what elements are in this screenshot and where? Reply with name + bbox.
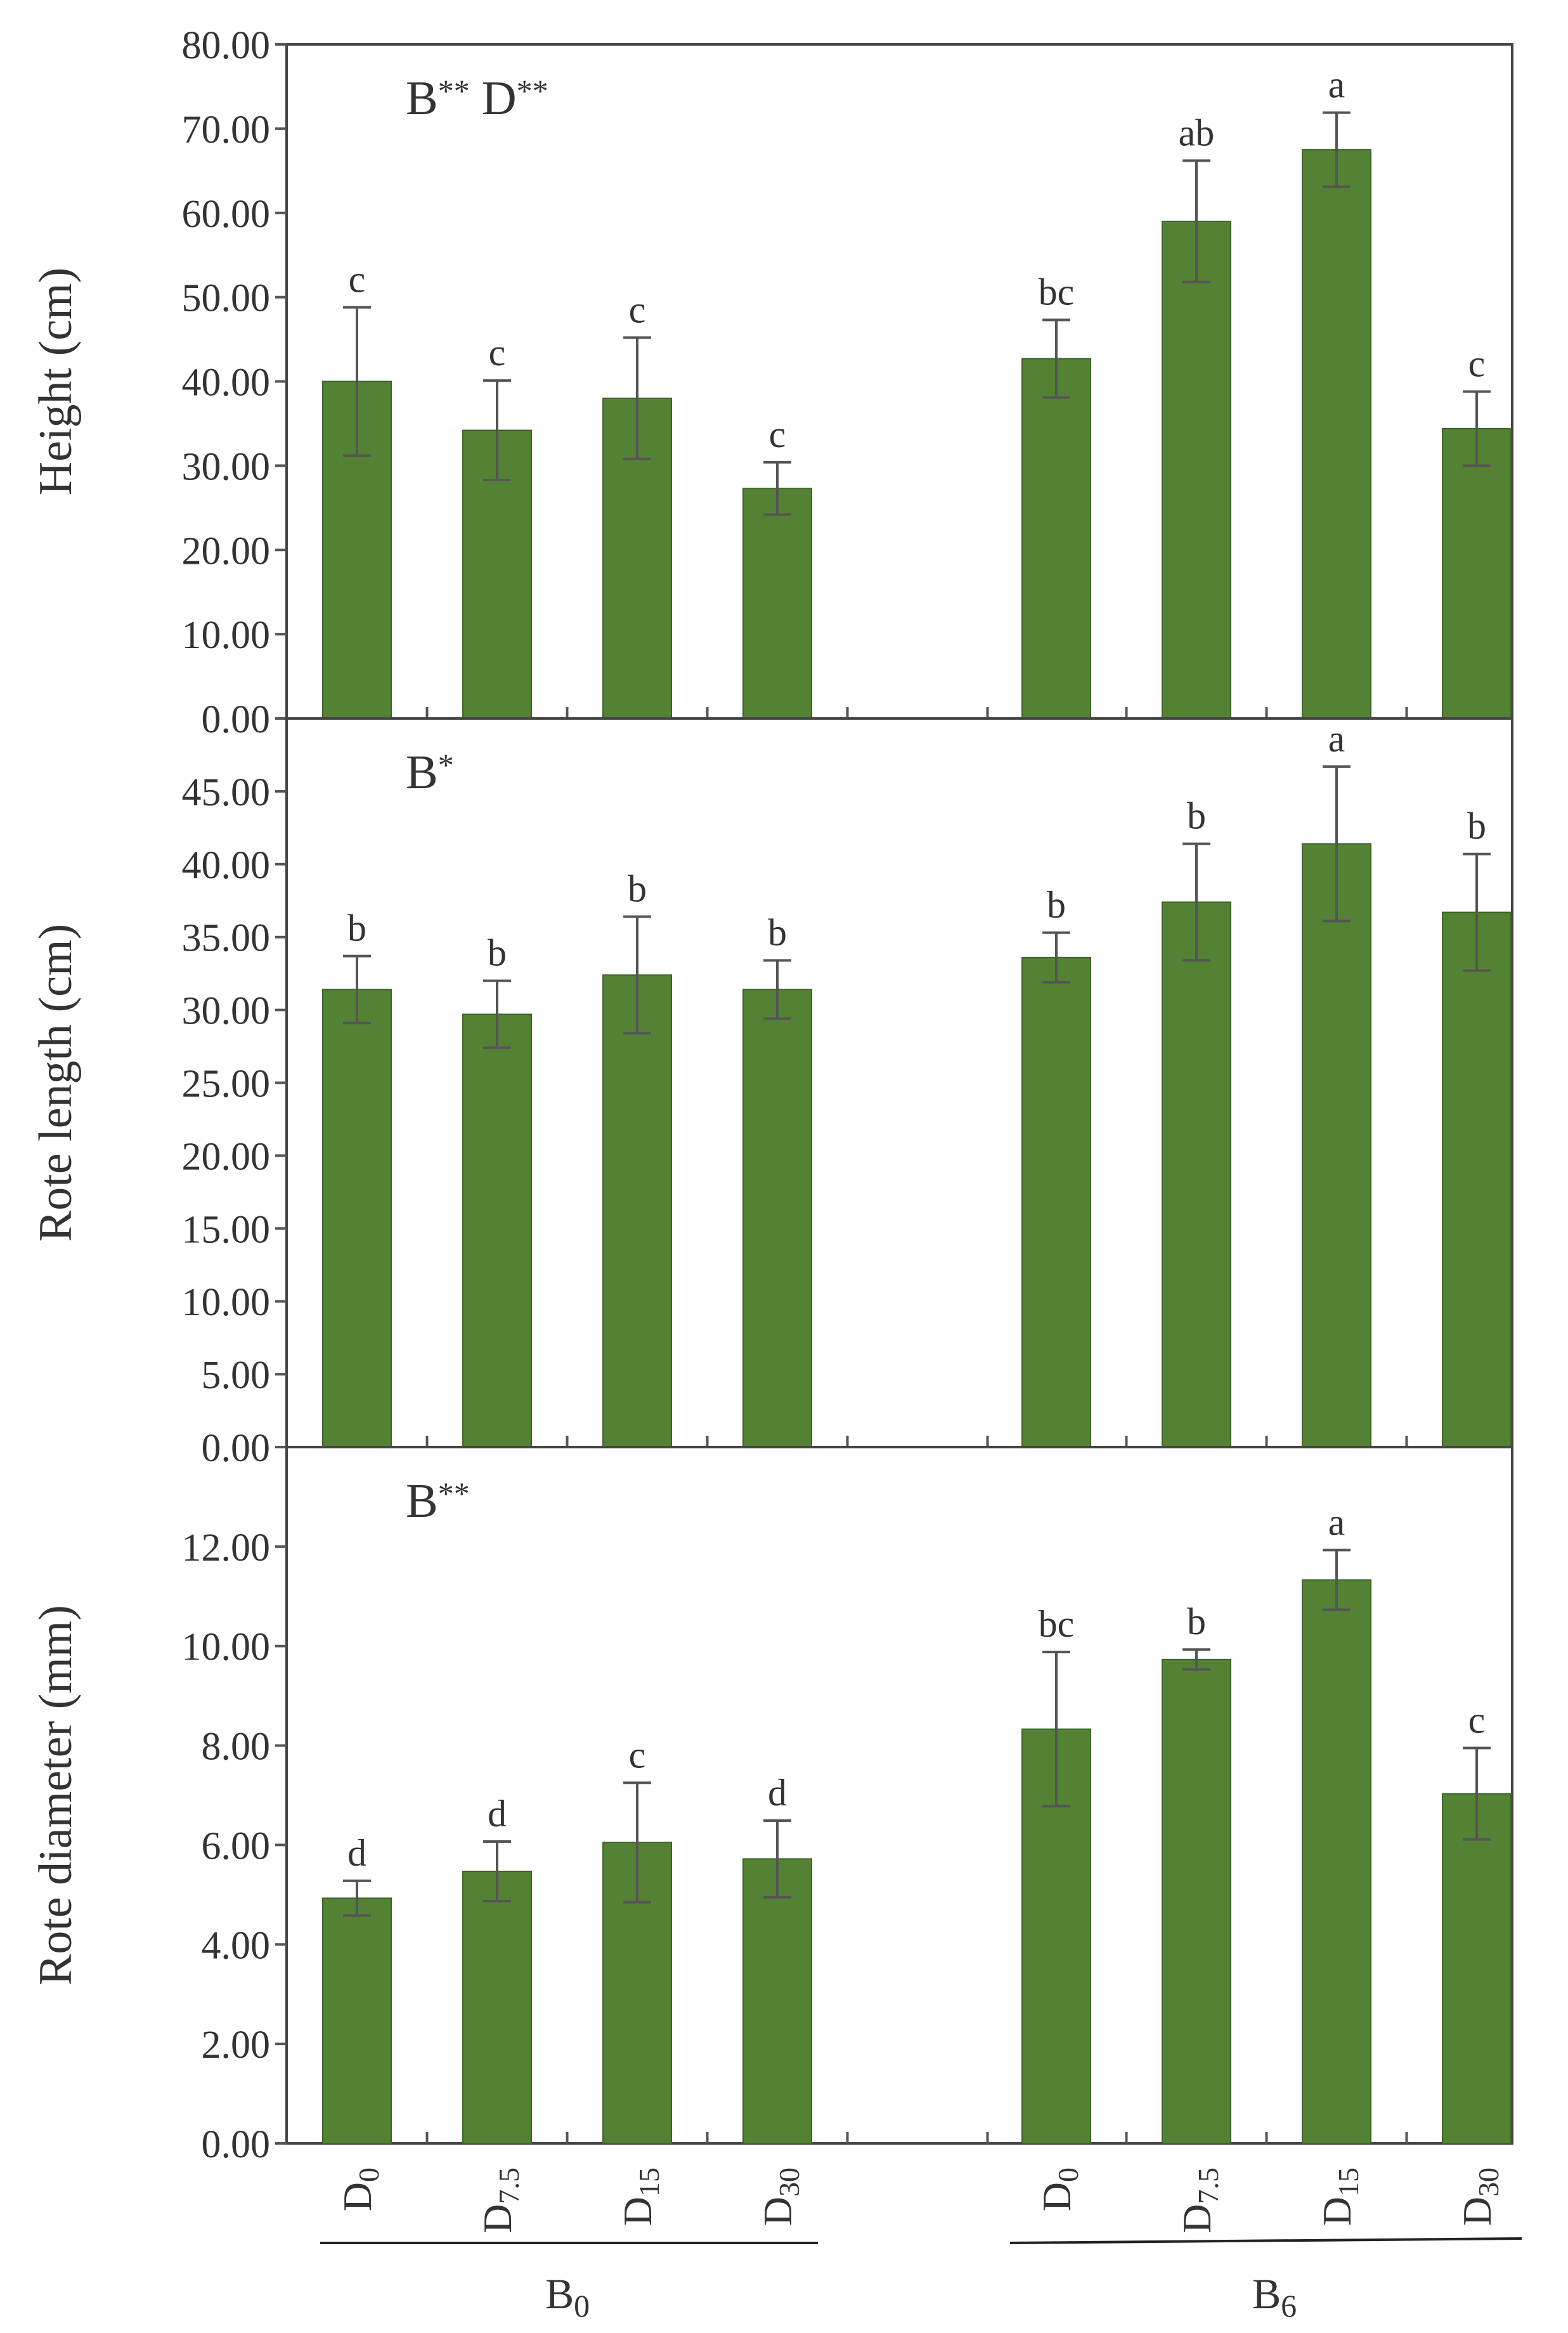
y-axis-title: Height (cm) <box>30 268 82 496</box>
x-group-label: B0 <box>545 2270 590 2323</box>
significance-letter: b <box>1467 805 1486 847</box>
significance-letter: d <box>488 1793 507 1835</box>
y-tick-label: 15.00 <box>182 1208 271 1251</box>
bar <box>1302 843 1371 1448</box>
significance-letter: c <box>489 332 506 374</box>
bar <box>1021 956 1091 1448</box>
bar <box>1442 911 1512 1448</box>
x-category-label: D0 <box>1034 2167 1084 2211</box>
y-tick-label: 2.00 <box>202 2024 271 2067</box>
bar <box>742 488 812 719</box>
x-axis-labels: D0 D7.5 D15 D30 D0 D7.5 D15 D30 B0 B6 <box>320 2167 1522 2323</box>
plot-frame <box>285 1446 1513 2145</box>
significance-letter: b <box>768 911 787 953</box>
significance-letter: a <box>1328 718 1345 760</box>
y-tick-label: 0.00 <box>202 698 271 741</box>
bar <box>322 1897 392 2145</box>
x-category-label: D30 <box>755 2167 805 2226</box>
chart-panels: 0.00 10.00 20.00 30.00 40.00 50.00 60.00 70.00 8… <box>30 24 1513 2166</box>
y-tick-label: 6.00 <box>202 1824 271 1868</box>
significance-annotation: B* <box>406 746 454 799</box>
significance-letter: b <box>488 932 507 974</box>
significance-letter: c <box>1468 342 1486 384</box>
y-axis-title: Rote diameter (mm) <box>30 1605 82 1985</box>
x-category-label: D15 <box>1314 2167 1364 2226</box>
significance-letter: c <box>629 289 646 330</box>
y-tick-label: 10.00 <box>182 1281 271 1324</box>
bar <box>462 1013 532 1448</box>
significance-letter: d <box>347 1832 366 1874</box>
y-tick-label: 12.00 <box>182 1526 271 1569</box>
significance-letter: b <box>628 868 647 910</box>
panel-3: 0.00 2.00 4.00 6.00 8.00 10.00 12.00 Rote diame… <box>30 1446 1513 2166</box>
bar <box>742 989 812 1448</box>
y-tick-label: 60.00 <box>182 193 271 236</box>
panel-2: 0.00 5.00 10.00 15.00 20.00 25.00 30.00 35.00 40… <box>30 717 1513 1470</box>
y-tick-label: 4.00 <box>202 1924 271 1967</box>
y-tick-label: 20.00 <box>182 530 271 573</box>
bar <box>1021 358 1091 719</box>
bar <box>322 989 392 1448</box>
x-category-label: D0 <box>335 2167 385 2211</box>
y-tick-label: 35.00 <box>182 917 271 960</box>
panel-1: 0.00 10.00 20.00 30.00 40.00 50.00 60.00 70.00 8… <box>30 24 1513 741</box>
y-tick-label: 10.00 <box>182 1626 271 1669</box>
y-axis-title: Rote length (cm) <box>30 924 82 1242</box>
x-category-label: D7.5 <box>475 2167 525 2233</box>
y-tick-label: 70.00 <box>182 108 271 152</box>
group-underline-b6 <box>1009 2237 1522 2244</box>
bar <box>602 974 672 1448</box>
significance-annotation: B** <box>406 1474 470 1528</box>
significance-letter: b <box>1047 884 1066 926</box>
bar <box>1162 901 1231 1448</box>
x-category-label: D7.5 <box>1174 2167 1224 2233</box>
y-tick-label: 40.00 <box>182 361 271 405</box>
y-tick-label: 0.00 <box>202 1427 271 1470</box>
y-tick-label: 10.00 <box>182 614 271 657</box>
x-group-label: B6 <box>1252 2270 1297 2323</box>
significance-letter: bc <box>1039 271 1075 313</box>
significance-letter: a <box>1328 1501 1345 1543</box>
bar <box>1162 221 1231 720</box>
significance-annotation: B** D** <box>406 72 548 125</box>
y-tick-label: 5.00 <box>202 1354 271 1397</box>
y-tick-label: 8.00 <box>202 1725 271 1769</box>
x-category-label: D30 <box>1455 2167 1505 2226</box>
bar <box>1442 1793 1512 2145</box>
y-tick-label: 30.00 <box>182 445 271 488</box>
significance-letter: c <box>629 1734 646 1776</box>
y-tick-label: 0.00 <box>202 2123 271 2166</box>
significance-letter: bc <box>1039 1603 1075 1645</box>
significance-letter: c <box>1468 1699 1486 1741</box>
significance-letter: b <box>1187 795 1206 837</box>
bar <box>742 1858 812 2145</box>
bar <box>462 1870 532 2144</box>
y-tick-label: 20.00 <box>182 1135 271 1178</box>
bar <box>602 398 672 719</box>
bar <box>1302 1579 1371 2144</box>
significance-letter: c <box>349 259 366 301</box>
y-tick-label: 80.00 <box>182 24 271 67</box>
y-tick-label: 40.00 <box>182 844 271 887</box>
significance-letter: c <box>769 413 786 455</box>
significance-letter: d <box>768 1772 787 1814</box>
y-tick-label: 30.00 <box>182 990 271 1033</box>
x-category-label: D15 <box>615 2167 665 2226</box>
y-tick-label: 25.00 <box>182 1063 271 1106</box>
y-tick-label: 45.00 <box>182 771 271 814</box>
y-tick-label: 50.00 <box>182 277 271 320</box>
significance-letter: b <box>1187 1601 1206 1642</box>
significance-letter: b <box>347 907 366 949</box>
bar <box>1302 149 1371 719</box>
significance-letter: ab <box>1179 112 1215 153</box>
bar <box>1162 1658 1231 2144</box>
bar <box>1442 427 1512 719</box>
significance-letter: a <box>1328 64 1345 106</box>
